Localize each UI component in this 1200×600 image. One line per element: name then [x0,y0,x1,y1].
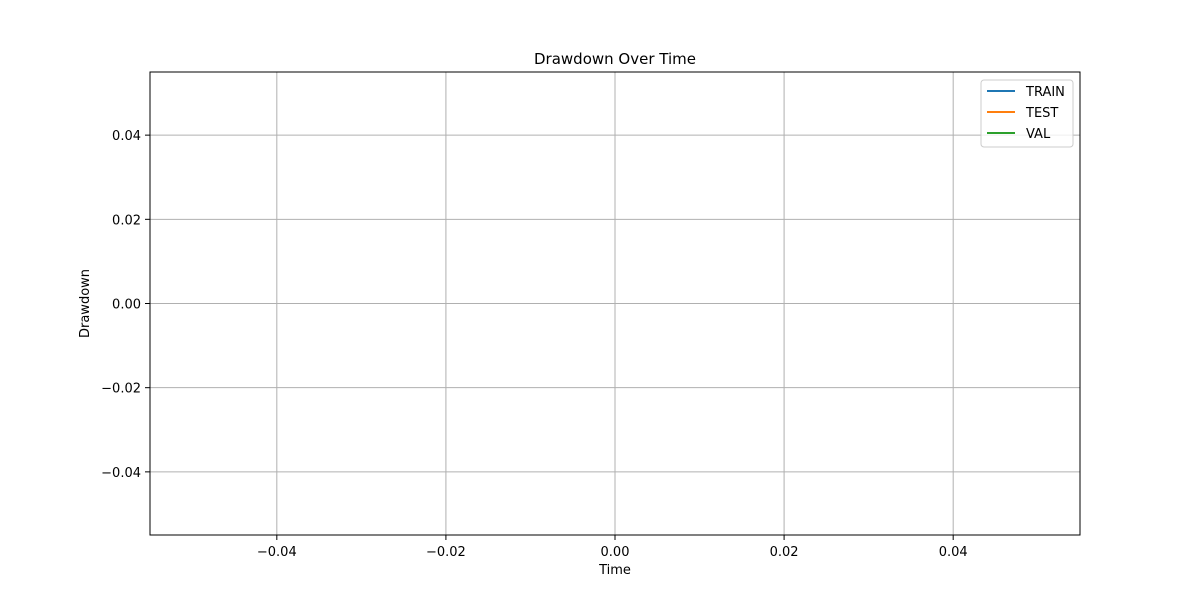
y-axis-ticks: 0.04 0.02 0.00 −0.02 −0.04 [101,129,150,481]
legend-box [980,79,1074,148]
x-axis-label: Time [598,563,631,578]
y-tick-label: 0.00 [112,298,141,313]
x-tick-label: 0.04 [939,545,968,560]
y-tick-label: −0.04 [101,466,141,481]
x-tick-label: −0.02 [426,545,466,560]
y-tick-label: −0.02 [101,382,141,397]
x-axis-ticks: −0.04 −0.02 0.00 0.02 0.04 [257,535,968,560]
legend-label-test: TEST [1025,106,1058,121]
y-axis-label: Drawdown [78,269,93,338]
x-tick-label: 0.00 [601,545,630,560]
x-tick-label: −0.04 [257,545,297,560]
legend-label-train: TRAIN [1025,85,1065,100]
x-tick-label: 0.02 [770,545,799,560]
grid [150,72,1080,535]
legend-label-val: VAL [1026,127,1051,142]
y-tick-label: 0.02 [112,213,141,228]
chart-title: Drawdown Over Time [534,50,696,68]
y-tick-label: 0.04 [112,129,141,144]
legend: TRAIN TEST VAL [980,79,1074,148]
